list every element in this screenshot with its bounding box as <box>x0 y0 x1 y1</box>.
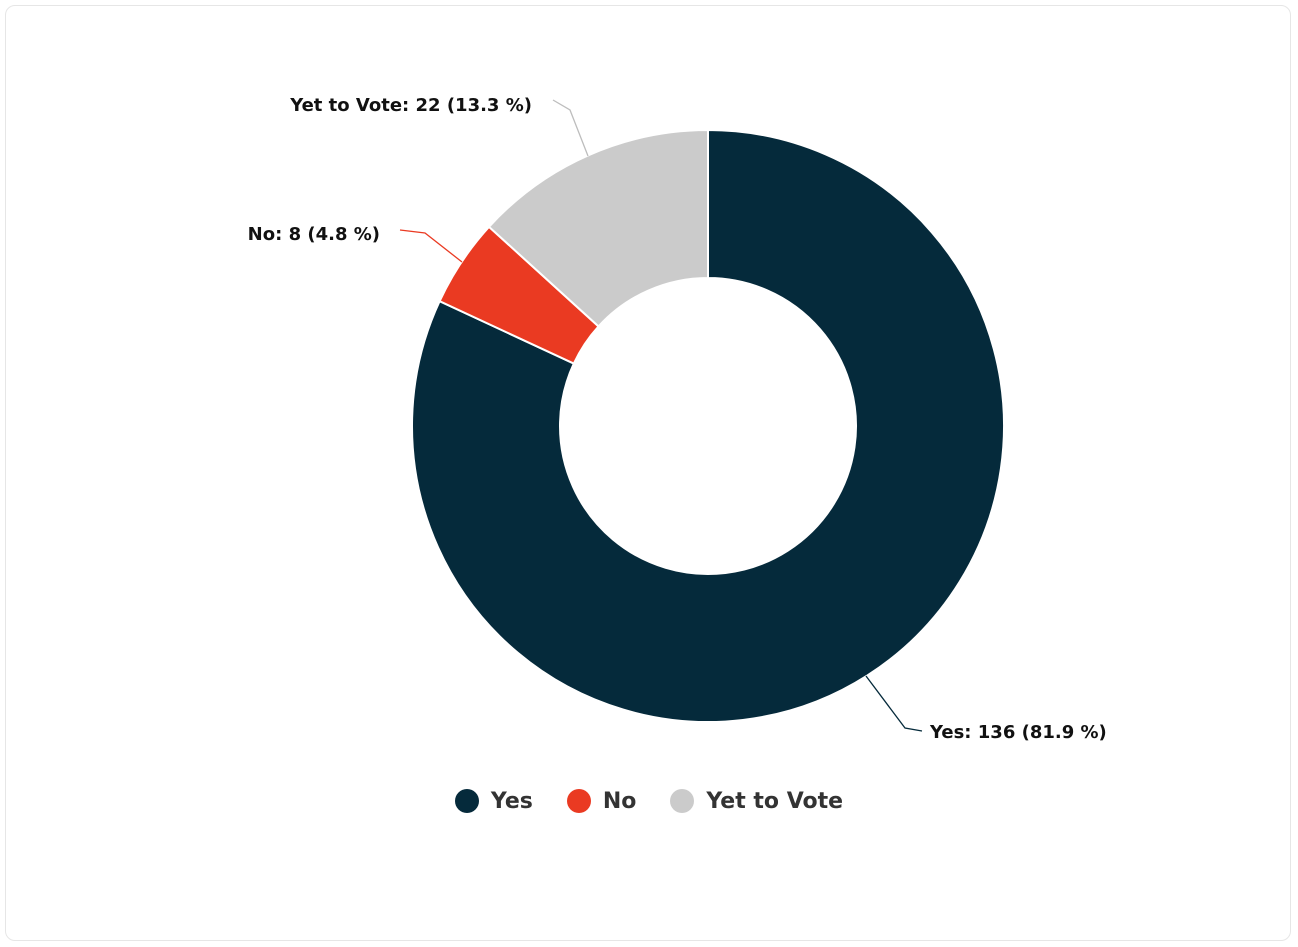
legend-item-yes[interactable]: Yes <box>454 786 533 816</box>
slice-yet-to-vote[interactable] <box>487 128 709 328</box>
slice-labels: Yes: 136 (81.9 %) No: 8 (4.8 %) Yet to Vot… <box>248 95 1107 743</box>
legend-marker-yes <box>454 789 479 813</box>
donut-slices <box>411 128 1005 723</box>
slice-yes[interactable] <box>411 128 1005 723</box>
label-yes: Yes: 136 (81.9 %) <box>929 722 1107 743</box>
connector-yet-to-vote <box>552 99 589 157</box>
legend-item-no[interactable]: No <box>566 786 637 816</box>
legend-marker-yet-to-vote <box>670 789 695 813</box>
legend-label-no: No <box>602 788 637 814</box>
label-no: No: 8 (4.8 %) <box>248 224 380 245</box>
legend-marker-no <box>566 789 591 813</box>
chart-legend: Yes No Yet to Vote <box>0 786 1298 816</box>
connector-no <box>399 229 463 263</box>
label-connectors <box>399 99 923 732</box>
legend-item-yet-to-vote[interactable]: Yet to Vote <box>670 786 843 816</box>
legend-label-yes: Yes <box>490 788 533 814</box>
connector-yes <box>865 675 923 732</box>
label-yet-to-vote: Yet to Vote: 22 (13.3 %) <box>289 95 532 116</box>
legend-label-yet-to-vote: Yet to Vote <box>706 788 844 814</box>
